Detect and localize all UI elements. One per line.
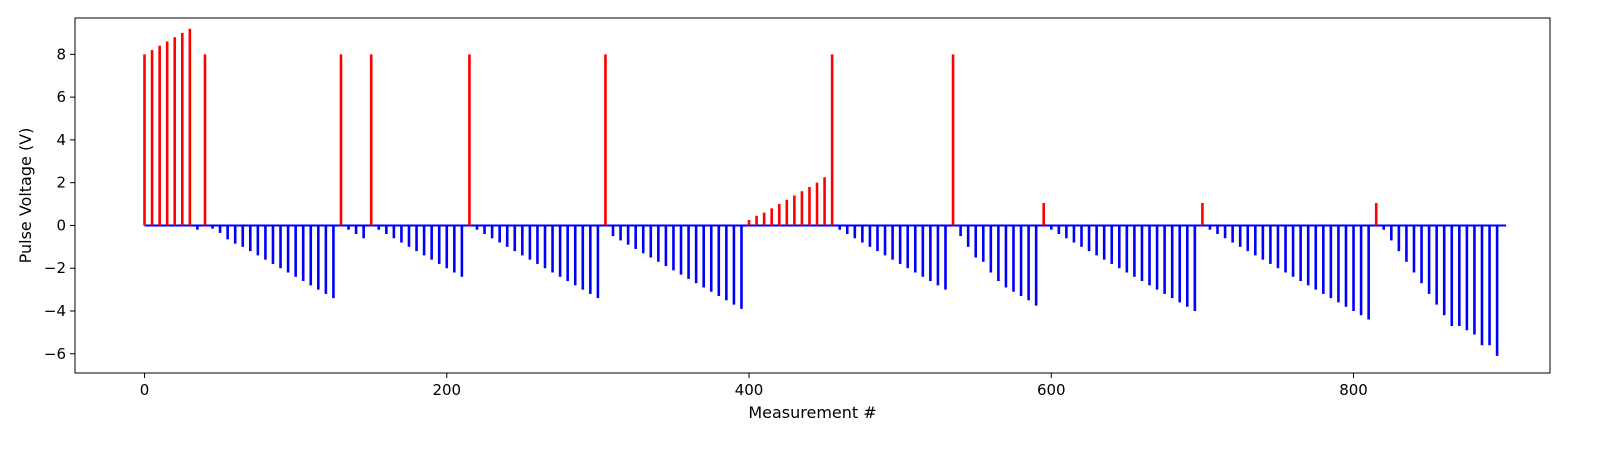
y-tick-label: 4 [56,131,66,149]
x-tick-label: 400 [735,381,764,399]
y-tick-label: −2 [44,259,66,277]
x-tick-label: 800 [1339,381,1368,399]
y-tick-label: 0 [56,216,66,234]
y-tick-label: 2 [56,174,66,192]
x-tick-label: 600 [1037,381,1066,399]
x-tick-label: 200 [432,381,461,399]
x-tick-label: 0 [140,381,150,399]
x-axis-label: Measurement # [748,403,876,422]
y-tick-label: 8 [56,45,66,63]
y-tick-label: 6 [56,88,66,106]
x-axis-ticks: 0 200 400 600 800 [140,373,1368,399]
y-tick-label: −6 [44,345,66,363]
y-axis-label: Pulse Voltage (V) [16,128,35,264]
plot-area-frame [74,17,1551,374]
y-axis-ticks: −6 −4 −2 0 2 4 6 8 [44,45,75,363]
y-tick-label: −4 [44,302,66,320]
chart-marks [143,28,1507,356]
